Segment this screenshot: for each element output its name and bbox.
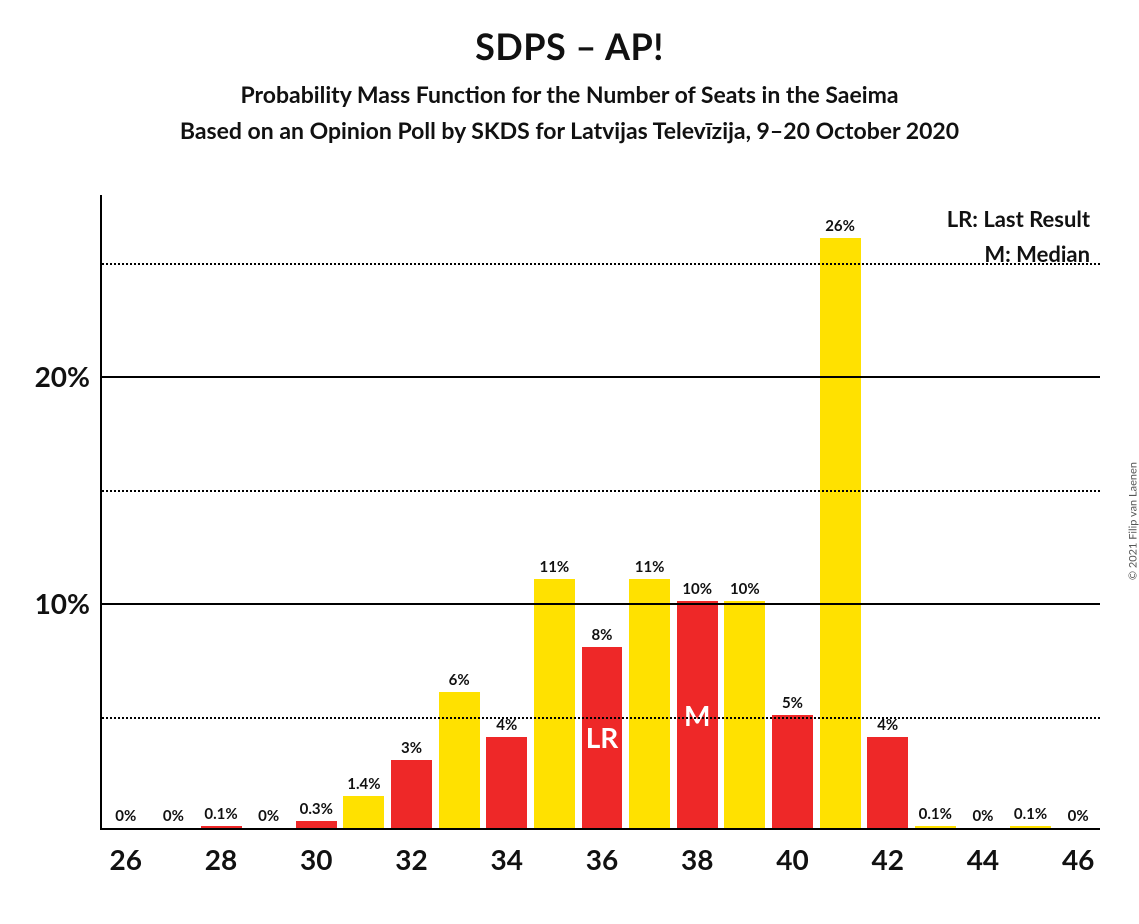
bar-value-label: 4%	[867, 716, 908, 737]
x-axis-label: 26	[110, 828, 142, 876]
x-axis-label: 40	[776, 828, 808, 876]
chart-subtitle-1: Probability Mass Function for the Number…	[0, 80, 1139, 108]
bar-value-label: 0.3%	[296, 800, 337, 821]
bar-value-label: 10%	[724, 580, 765, 601]
x-axis-label: 32	[395, 828, 427, 876]
bar-36: 8%LR	[582, 647, 623, 828]
bar-value-label: 8%	[582, 626, 623, 647]
x-axis-label: 44	[967, 828, 999, 876]
bars-layer: 0%0%0.1%0%0.3%1.4%3%6%4%11%8%LR11%10%M10…	[102, 195, 1100, 828]
bar-41: 26%	[820, 238, 861, 828]
bar-30: 0.3%	[296, 821, 337, 828]
gridline-major	[102, 603, 1100, 605]
bar-43: 0.1%	[915, 826, 956, 828]
chart-title: SDPS – AP!	[0, 0, 1139, 68]
gridline-minor	[102, 263, 1100, 265]
bar-37: 11%	[629, 579, 670, 828]
chart-subtitle-2: Based on an Opinion Poll by SKDS for Lat…	[0, 116, 1139, 144]
bar-value-label: 0%	[153, 807, 194, 828]
y-axis-label: 20%	[35, 359, 102, 393]
x-axis-label: 34	[491, 828, 523, 876]
bar-value-label: 10%	[677, 580, 718, 601]
bar-value-label: 0%	[1058, 807, 1099, 828]
chart-container: SDPS – AP! Probability Mass Function for…	[0, 0, 1139, 924]
bar-value-label: 0%	[962, 807, 1003, 828]
gridline-minor	[102, 717, 1100, 719]
bar-31: 1.4%	[343, 796, 384, 828]
x-axis-label: 30	[300, 828, 332, 876]
bar-value-label: 0.1%	[915, 805, 956, 826]
bar-value-label: 1.4%	[343, 775, 384, 796]
gridline-minor	[102, 490, 1100, 492]
bar-40: 5%	[772, 715, 813, 828]
bar-34: 4%	[486, 737, 527, 828]
x-axis-label: 42	[871, 828, 903, 876]
bar-inner-label-lr: LR	[582, 720, 623, 754]
bar-42: 4%	[867, 737, 908, 828]
x-axis-label: 28	[205, 828, 237, 876]
x-axis-label: 36	[586, 828, 618, 876]
bar-value-label: 4%	[486, 716, 527, 737]
bar-value-label: 0%	[248, 807, 289, 828]
bar-value-label: 0.1%	[1010, 805, 1051, 826]
copyright-text: © 2021 Filip van Laenen	[1127, 462, 1139, 580]
bar-value-label: 11%	[629, 558, 670, 579]
y-axis-label: 10%	[35, 586, 102, 620]
bar-value-label: 26%	[820, 217, 861, 238]
x-axis-label: 38	[681, 828, 713, 876]
bar-value-label: 3%	[391, 739, 432, 760]
bar-45: 0.1%	[1010, 826, 1051, 828]
bar-32: 3%	[391, 760, 432, 828]
plot-area: LR: Last Result M: Median 0%0%0.1%0%0.3%…	[100, 195, 1100, 830]
bar-value-label: 11%	[534, 558, 575, 579]
bar-35: 11%	[534, 579, 575, 828]
bar-39: 10%	[724, 601, 765, 828]
x-axis-label: 46	[1062, 828, 1094, 876]
bar-value-label: 0.1%	[201, 805, 242, 826]
bar-value-label: 5%	[772, 694, 813, 715]
bar-38: 10%M	[677, 601, 718, 828]
bar-33: 6%	[439, 692, 480, 828]
gridline-major	[102, 376, 1100, 378]
bar-value-label: 0%	[105, 807, 146, 828]
bar-value-label: 6%	[439, 671, 480, 692]
bar-inner-label-m: M	[677, 698, 718, 732]
